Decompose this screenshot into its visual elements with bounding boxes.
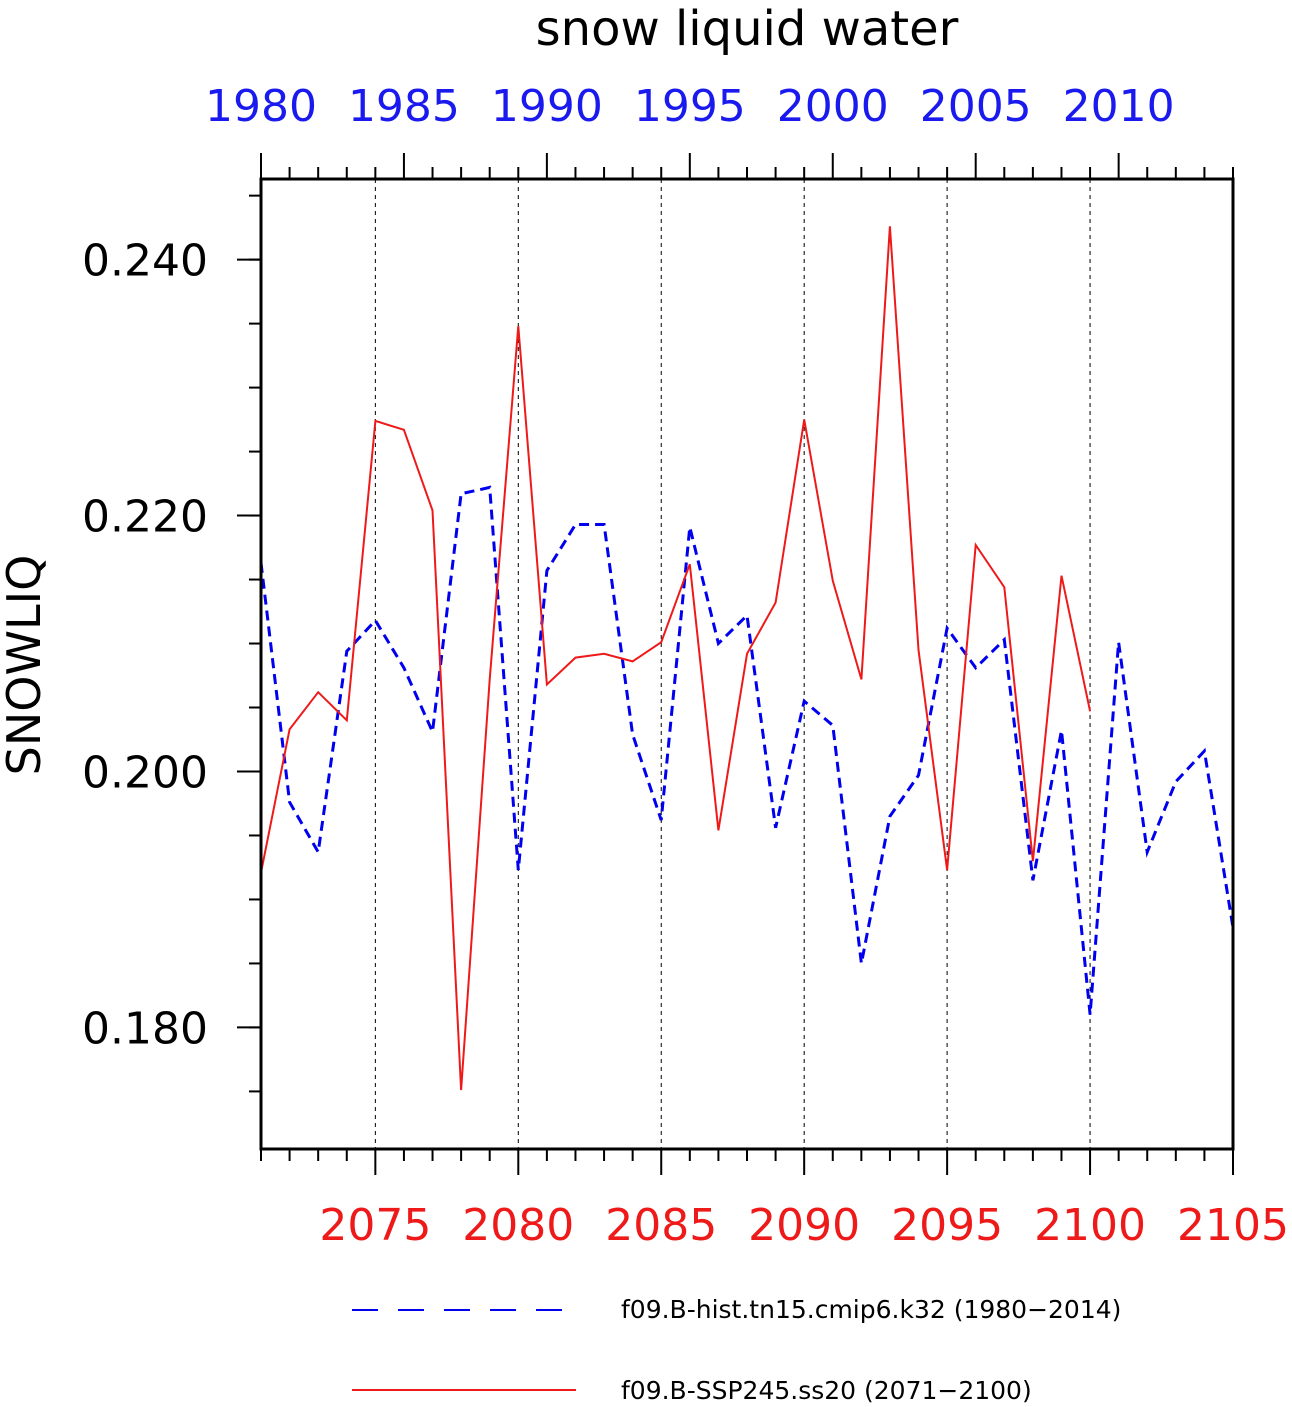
- y-tick-label: 0.240: [82, 236, 208, 287]
- top-tick-label: 1995: [634, 81, 746, 132]
- series-line-1: [260, 226, 1092, 1091]
- y-axis-label: SNOWLIQ: [0, 555, 51, 776]
- bottom-tick-label: 2100: [1034, 1200, 1146, 1251]
- bottom-tick-label: 2105: [1177, 1200, 1289, 1251]
- axes: [259, 177, 1235, 1151]
- y-tick-label: 0.200: [82, 747, 208, 798]
- top-tick-label: 1990: [491, 81, 603, 132]
- bottom-tick-label: 2075: [319, 1200, 431, 1251]
- bottom-axis-ticks: 2075 2080 2085 2090 2095 2100 2105: [260, 1149, 1289, 1251]
- top-tick-label: 2000: [777, 81, 889, 132]
- bottom-tick-label: 2080: [462, 1200, 574, 1251]
- legend-label-ssp245: f09.B-SSP245.ss20 (2071−2100): [621, 1376, 1032, 1405]
- y-tick-label: 0.220: [82, 492, 208, 543]
- top-tick-label: 2010: [1063, 81, 1175, 132]
- top-tick-label: 1980: [205, 81, 317, 132]
- series-line-0: [259, 485, 1235, 1015]
- gridlines: [374, 179, 1091, 1149]
- top-axis-ticks: 1980 1985 1990 1995 2000 2005 2010: [205, 81, 1234, 179]
- bottom-tick-label: 2090: [748, 1200, 860, 1251]
- top-tick-label: 1985: [348, 81, 460, 132]
- y-tick-label: 0.180: [82, 1003, 208, 1054]
- bottom-tick-label: 2085: [605, 1200, 717, 1251]
- y-ticks: 0.180 0.200 0.220 0.240: [82, 194, 261, 1093]
- chart-title: snow liquid water: [536, 1, 959, 57]
- top-tick-label: 2005: [920, 81, 1032, 132]
- plot-frame: [259, 177, 1235, 1151]
- bottom-tick-label: 2095: [891, 1200, 1003, 1251]
- legend: f09.B-hist.tn15.cmip6.k32 (1980−2014) f0…: [352, 1295, 1121, 1405]
- legend-label-hist: f09.B-hist.tn15.cmip6.k32 (1980−2014): [621, 1295, 1121, 1324]
- series-lines: [259, 226, 1235, 1091]
